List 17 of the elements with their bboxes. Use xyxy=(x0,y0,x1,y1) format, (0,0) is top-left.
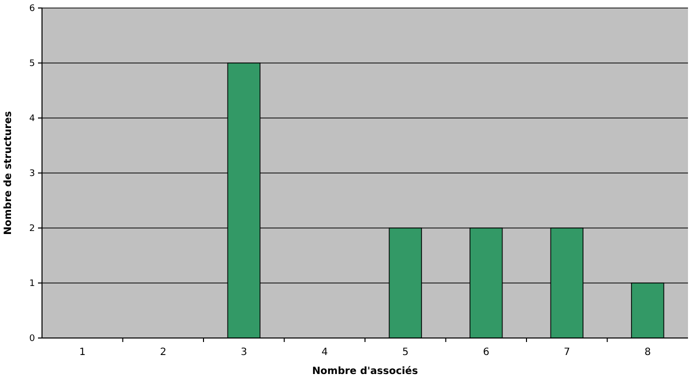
x-tick-label: 7 xyxy=(564,347,570,358)
y-tick-label: 4 xyxy=(29,114,36,124)
y-tick-label: 1 xyxy=(29,278,35,289)
y-tick-label: 6 xyxy=(29,4,36,14)
y-tick-label: 0 xyxy=(29,334,36,344)
y-tick-label: 5 xyxy=(29,58,35,69)
y-tick-label: 2 xyxy=(29,224,35,234)
x-tick-label: 1 xyxy=(79,347,86,358)
x-tick-label: 6 xyxy=(482,347,490,358)
x-tick-label: 3 xyxy=(240,347,248,358)
y-axis-title: Nombre de structures xyxy=(3,111,14,235)
x-tick-label: 8 xyxy=(644,347,651,358)
x-tick-label: 2 xyxy=(160,347,166,358)
x-axis-title: Nombre d'associés xyxy=(312,366,418,377)
y-tick-label: 3 xyxy=(29,168,35,179)
x-tick-label: 4 xyxy=(321,347,328,358)
x-tick-label: 5 xyxy=(402,347,409,358)
